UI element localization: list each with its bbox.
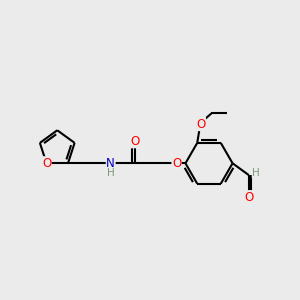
Text: N: N (106, 157, 115, 170)
Text: O: O (130, 135, 140, 148)
Text: O: O (172, 157, 181, 170)
Text: O: O (196, 118, 206, 130)
Text: H: H (107, 168, 115, 178)
Text: O: O (42, 157, 51, 170)
Text: O: O (244, 191, 254, 204)
Text: H: H (252, 168, 260, 178)
